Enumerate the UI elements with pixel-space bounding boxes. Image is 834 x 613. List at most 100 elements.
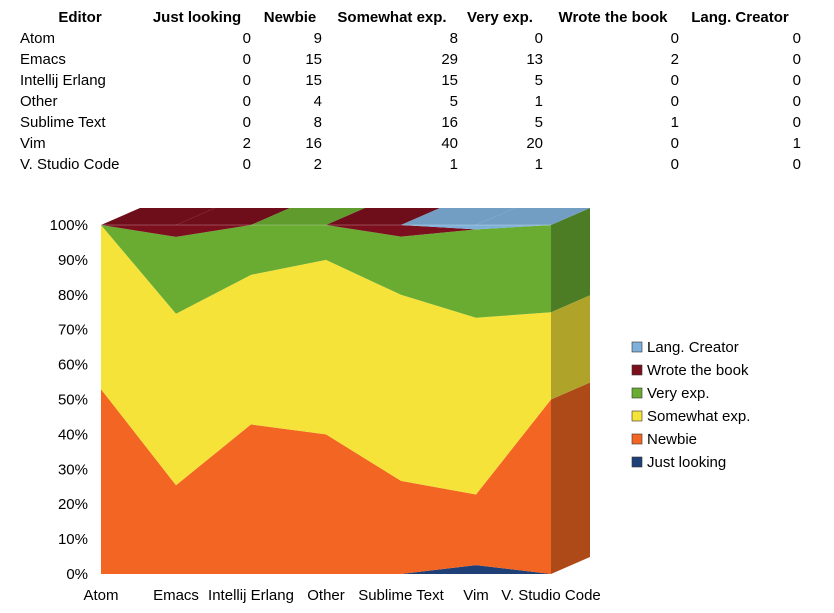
x-tick-label: Intellij Erlang — [208, 587, 294, 604]
area-somewhat-exp- — [101, 225, 551, 495]
legend-label: Newbie — [647, 431, 697, 448]
y-tick-label: 30% — [58, 461, 88, 478]
table-cell: 0 — [792, 30, 801, 47]
table-row-label: Vim — [20, 135, 46, 152]
table-cell: 0 — [792, 51, 801, 68]
table-cell: 5 — [449, 93, 458, 110]
table-row-label: Other — [20, 93, 58, 110]
top-face — [101, 208, 215, 225]
plot-area — [101, 208, 590, 574]
table-cell: 0 — [242, 93, 251, 110]
table-row-label: Atom — [20, 30, 56, 47]
table-cell: 13 — [526, 51, 543, 68]
x-tick-label: Sublime Text — [358, 587, 444, 604]
legend-swatch — [631, 456, 643, 468]
table-header-cell: Very exp. — [467, 9, 533, 26]
table-cell: 5 — [534, 72, 543, 89]
y-tick-label: 0% — [66, 566, 88, 583]
table-row-label: Intellij Erlang — [20, 72, 106, 89]
legend-swatch — [631, 341, 643, 353]
table-cell: 0 — [670, 135, 679, 152]
table-cell: 16 — [441, 114, 458, 131]
table-cell: 16 — [305, 135, 322, 152]
table-cell: 0 — [242, 51, 251, 68]
x-tick-label: Other — [307, 587, 345, 604]
table-cell: 40 — [441, 135, 458, 152]
table-cell: 1 — [534, 156, 543, 173]
side-face — [551, 208, 590, 313]
top-face — [251, 208, 365, 225]
table-cell: 0 — [534, 30, 543, 47]
table-cell: 1 — [670, 114, 679, 131]
table-cell: 15 — [305, 72, 322, 89]
chart-legend: Lang. Creator Wrote the book Very exp. Some… — [631, 339, 750, 471]
table-cell: 0 — [792, 114, 801, 131]
legend-swatch — [631, 364, 643, 376]
table-header-cell: Editor — [58, 9, 102, 26]
table-cell: 0 — [792, 93, 801, 110]
table-cell: 5 — [534, 114, 543, 131]
y-axis: 0% 10% 20% 30% 40% 50% 60% 70% 80% 90% 100% — [50, 217, 88, 583]
table-cell: 15 — [441, 72, 458, 89]
table-header-cell: Lang. Creator — [691, 9, 789, 26]
top-face — [401, 208, 515, 225]
y-tick-label: 10% — [58, 531, 88, 548]
table-cell: 8 — [313, 114, 322, 131]
table-cell: 0 — [242, 30, 251, 47]
x-tick-label: V. Studio Code — [501, 587, 601, 604]
table-cell: 0 — [670, 156, 679, 173]
y-tick-label: 40% — [58, 426, 88, 443]
table-cell: 0 — [670, 30, 679, 47]
table-row-label: Emacs — [20, 51, 66, 68]
y-tick-label: 90% — [58, 252, 88, 269]
legend-swatch — [631, 387, 643, 399]
table-cell: 2 — [670, 51, 679, 68]
table-header-cell: Just looking — [152, 9, 242, 26]
table-cell: 20 — [526, 135, 543, 152]
table-cell: 0 — [670, 93, 679, 110]
table-cell: 4 — [313, 93, 322, 110]
legend-label: Very exp. — [647, 385, 710, 402]
legend-swatch — [631, 410, 643, 422]
y-tick-label: 20% — [58, 496, 88, 513]
area-lang-creator — [101, 225, 551, 230]
table-cell: 2 — [242, 135, 251, 152]
table-cell: 0 — [792, 156, 801, 173]
top-face — [326, 208, 440, 225]
table-row-label: Sublime Text — [20, 114, 106, 131]
area-newbie — [101, 389, 551, 574]
area-very-exp- — [101, 225, 551, 318]
x-tick-label: Atom — [83, 587, 118, 604]
table-header-cell: Somewhat exp. — [337, 9, 447, 26]
table-cell: 2 — [313, 156, 322, 173]
table-cell: 8 — [449, 30, 458, 47]
table-cell: 1 — [534, 93, 543, 110]
area-wrote-the-book — [101, 225, 551, 237]
table-cell: 9 — [313, 30, 322, 47]
top-face — [476, 208, 590, 225]
stacked-area-chart: 0% 10% 20% 30% 40% 50% 60% 70% 80% 90% 100% Atom Em… — [50, 208, 750, 604]
data-table: Editor Just looking Newbie Somewhat exp. Ver… — [0, 0, 834, 180]
table-cell: 29 — [441, 51, 458, 68]
table-cell: 1 — [792, 135, 801, 152]
table-cell: 15 — [305, 51, 322, 68]
table-cell: 0 — [670, 72, 679, 89]
area-just-looking — [101, 565, 551, 574]
x-tick-label: Vim — [463, 587, 489, 604]
legend-label: Just looking — [647, 454, 726, 471]
y-tick-label: 70% — [58, 322, 88, 339]
table-cell: 0 — [242, 72, 251, 89]
table-cell: 0 — [792, 72, 801, 89]
side-face — [551, 382, 590, 574]
legend-label: Somewhat exp. — [647, 408, 750, 425]
y-tick-label: 80% — [58, 287, 88, 304]
x-tick-label: Emacs — [153, 587, 199, 604]
x-axis: Atom Emacs Intellij Erlang Other Sublime Tex… — [83, 587, 600, 604]
table-header-cell: Wrote the book — [558, 9, 668, 26]
legend-label: Lang. Creator — [647, 339, 739, 356]
legend-swatch — [631, 433, 643, 445]
y-tick-label: 100% — [50, 217, 88, 234]
table-row-label: V. Studio Code — [20, 156, 120, 173]
table-cell: 0 — [242, 114, 251, 131]
top-face — [176, 208, 290, 225]
